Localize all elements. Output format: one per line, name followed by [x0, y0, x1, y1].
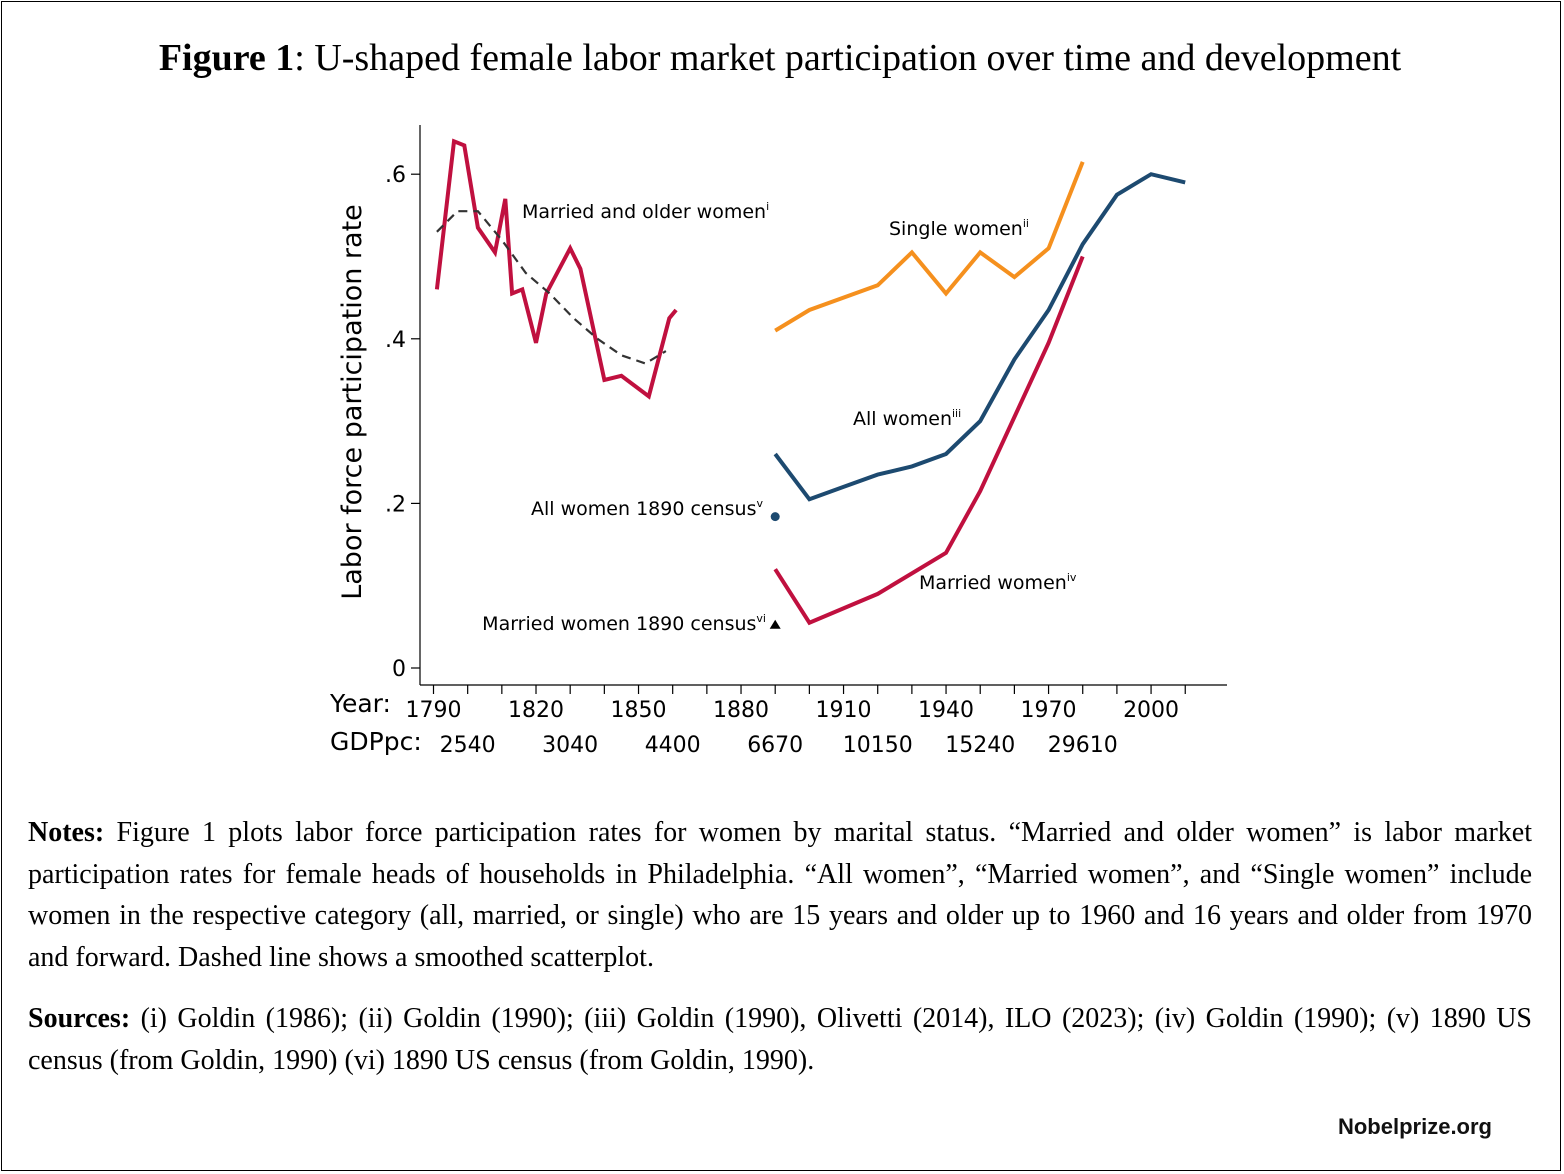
x-tick-label-year: 1820 [508, 698, 564, 723]
x-tick-label-gdppc: 15240 [945, 733, 1015, 758]
census-point-triangle [769, 619, 781, 629]
series-line-2 [774, 161, 1085, 333]
figure-title-text: : U-shaped female labor market participa… [294, 37, 1402, 79]
series-line-4 [773, 255, 1085, 626]
x-tick-label-gdppc: 6670 [747, 733, 803, 758]
nobelprize-logo-text: Nobelprize.org [1337, 1114, 1492, 1139]
x-tick-label-year: 1790 [406, 698, 462, 723]
y-tick-label: .4 [385, 328, 406, 353]
x-tick-label-gdppc: 4400 [645, 733, 701, 758]
sources-text: (i) Goldin (1986); (ii) Goldin (1990); (… [28, 1003, 1532, 1076]
x-row-gdppc-label: GDPpc: [330, 727, 422, 756]
chart-svg: 0 .2 .4 .6 Labor force participation rate Yea… [329, 125, 1227, 758]
x-tick-label-year: 2000 [1123, 698, 1179, 723]
x-tick-label-gdppc: 2540 [440, 733, 496, 758]
notes-label: Notes: [28, 817, 105, 848]
y-tick-label: 0 [392, 657, 406, 682]
series-label-superscript: i [766, 200, 769, 213]
series-label-superscript: iii [952, 407, 961, 420]
series-label-superscript: ii [1023, 217, 1029, 230]
series-label-2: Single womenii [889, 217, 1029, 240]
x-row-year-label: Year: [329, 689, 391, 718]
x-tick-label-year: 1850 [611, 698, 667, 723]
x-tick-label-year: 1970 [1021, 698, 1077, 723]
series-line-0 [434, 138, 678, 400]
x-tick-label-gdppc: 10150 [843, 733, 913, 758]
series-label-superscript: iv [1067, 571, 1077, 584]
notes-block: Notes: Figure 1 plots labor force partic… [28, 812, 1532, 1081]
series-label-3: All womeniii [853, 407, 961, 430]
census-label-superscript: v [756, 497, 763, 510]
y-axis-title: Labor force participation rate [337, 204, 368, 600]
x-tick-label-year: 1910 [816, 698, 872, 723]
census-point-label: All women 1890 censusv [531, 497, 763, 520]
figure-title: Figure 1: U-shaped female labor market p… [0, 36, 1560, 80]
y-tick-label: .6 [385, 163, 406, 188]
x-tick-label-year: 1880 [713, 698, 769, 723]
sources-label: Sources: [28, 1003, 131, 1034]
census-point-label: Married women 1890 censusvi [482, 612, 766, 635]
series-label-0: Married and older womeni [522, 200, 769, 223]
series-label-4: Married womeniv [919, 571, 1077, 594]
census-point-circle [770, 512, 780, 522]
census-label-superscript: vi [756, 612, 766, 625]
series-line-1 [436, 210, 667, 365]
notes-paragraph: Notes: Figure 1 plots labor force partic… [28, 812, 1532, 978]
y-tick-label: .2 [385, 492, 406, 517]
series-line-3 [773, 172, 1186, 502]
sources-paragraph: Sources: (i) Goldin (1986); (ii) Goldin … [28, 998, 1532, 1081]
notes-text: Figure 1 plots labor force participation… [28, 817, 1532, 973]
figure-title-bold: Figure 1 [158, 37, 295, 79]
x-tick-label-gdppc: 29610 [1048, 733, 1118, 758]
x-tick-label-year: 1940 [918, 698, 974, 723]
x-tick-label-gdppc: 3040 [542, 733, 598, 758]
